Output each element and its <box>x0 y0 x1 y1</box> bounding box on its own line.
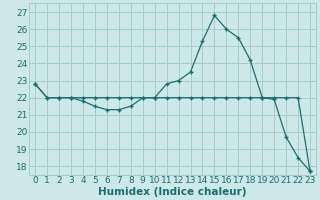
X-axis label: Humidex (Indice chaleur): Humidex (Indice chaleur) <box>98 187 247 197</box>
